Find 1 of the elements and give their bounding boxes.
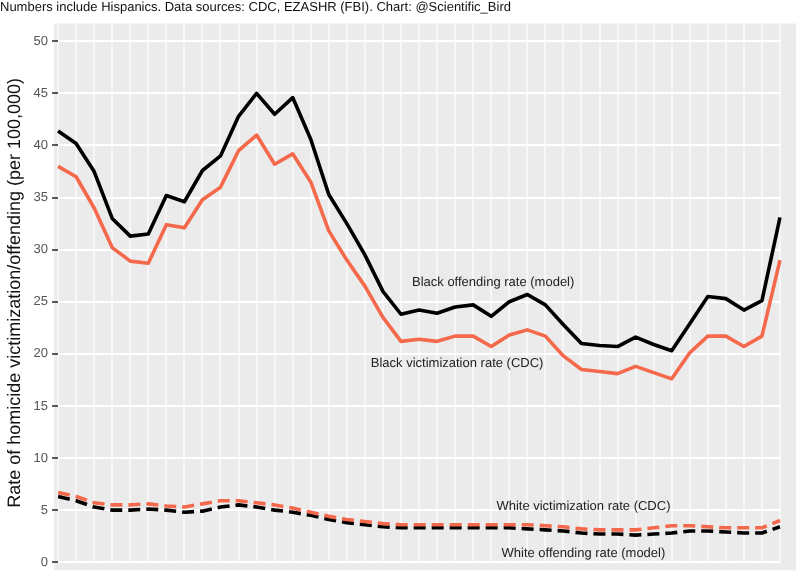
y-axis-title: Rate of homicide victimization/offending (per 100,000) xyxy=(3,77,24,508)
